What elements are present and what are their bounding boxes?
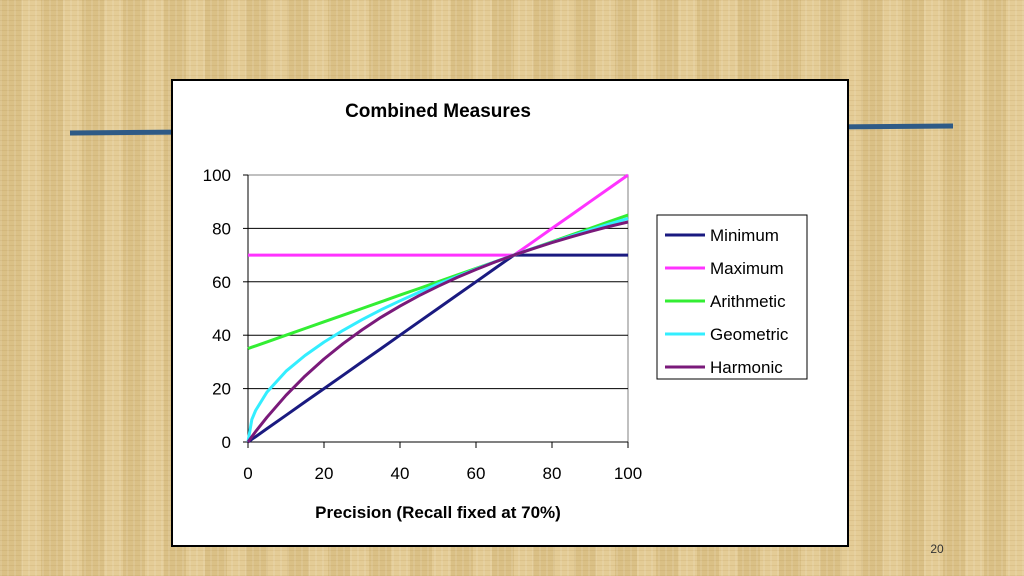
y-tick-label: 100 bbox=[203, 166, 231, 185]
legend-label-harmonic: Harmonic bbox=[710, 358, 783, 377]
legend-label-maximum: Maximum bbox=[710, 259, 784, 278]
x-tick-label: 0 bbox=[243, 464, 252, 483]
y-tick-label: 60 bbox=[212, 273, 231, 292]
series-line-harmonic bbox=[246, 220, 629, 443]
x-axis-label: Precision (Recall fixed at 70%) bbox=[315, 503, 561, 522]
legend-label-arithmetic: Arithmetic bbox=[710, 292, 786, 311]
series-line-maximum bbox=[248, 173, 629, 257]
series-line-minimum bbox=[247, 253, 628, 444]
y-tick-label: 80 bbox=[212, 219, 231, 238]
legend-label-geometric: Geometric bbox=[710, 325, 789, 344]
x-tick-label: 20 bbox=[315, 464, 334, 483]
line-chart: Combined Measures 0 20 40 60 80 100 0 20 40 60 80 10… bbox=[203, 101, 808, 522]
legend-box bbox=[656, 214, 808, 380]
legend-label-minimum: Minimum bbox=[710, 226, 779, 245]
y-tick-label: 40 bbox=[212, 326, 231, 345]
chart-frame: Combined Measures 0 20 40 60 80 100 0 20 40 60 80 10… bbox=[171, 79, 849, 547]
y-tick-label: 20 bbox=[212, 380, 231, 399]
x-tick-label: 80 bbox=[543, 464, 562, 483]
y-tick-label: 0 bbox=[222, 433, 231, 452]
x-tick-label: 100 bbox=[614, 464, 642, 483]
chart-title: Combined Measures bbox=[345, 101, 531, 122]
x-tick-label: 40 bbox=[391, 464, 410, 483]
page-number: 20 bbox=[930, 542, 944, 556]
x-tick-label: 60 bbox=[467, 464, 486, 483]
